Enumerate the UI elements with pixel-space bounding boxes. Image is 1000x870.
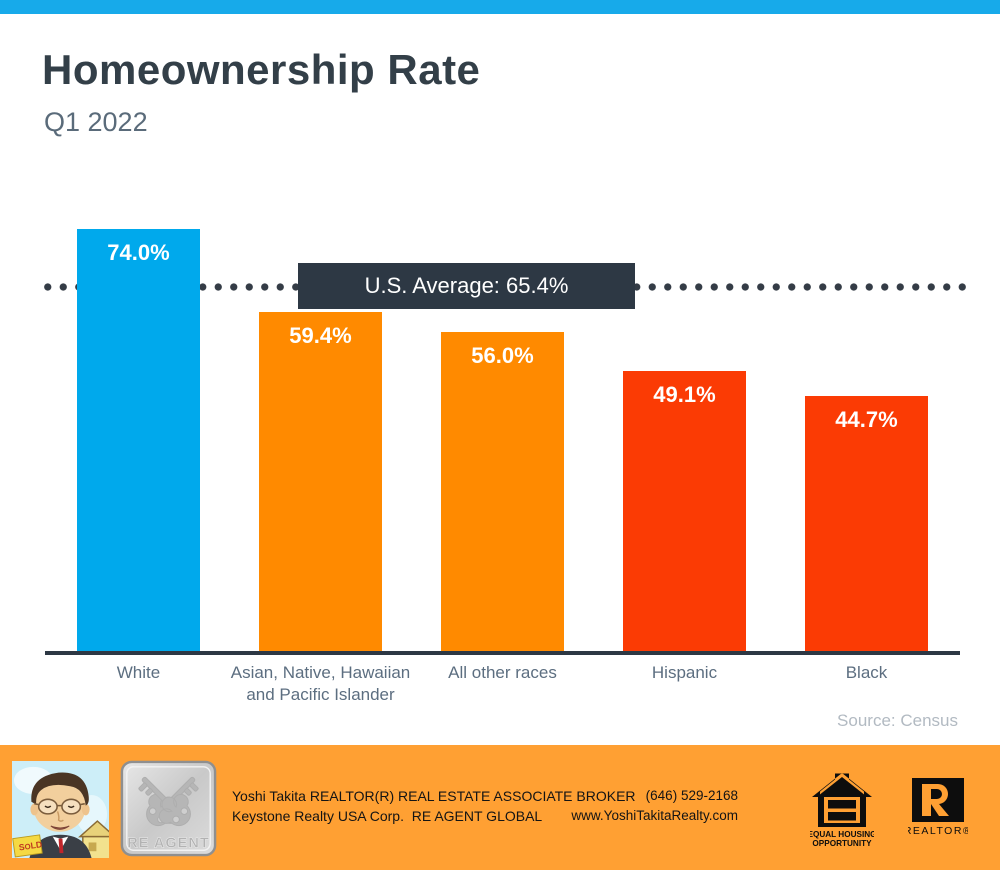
category-label: Black [845,663,888,682]
top-accent-bar [0,0,1000,14]
category-label: White [116,663,161,682]
category-label: All other races [448,663,557,682]
bar-value-label: 56.0% [471,343,534,368]
agent-phone: (646) 529-2168 [645,788,738,803]
page-title: Homeownership Rate [42,46,481,93]
re-agent-badge: RE AGENT [120,760,217,857]
page-subtitle: Q1 2022 [44,107,148,137]
bar-all-other-races: 56.0% [441,332,564,651]
category-label: Asian, Native, Hawaiian and Pacific Isla… [230,663,411,704]
agent-company-line: Keystone Realty USA Corp. RE AGENT GLOBA… [232,808,543,824]
bar-value-label: 74.0% [107,240,170,265]
svg-text:SOLD: SOLD [18,839,43,852]
eho-text-line2: OPPORTUNITY [812,839,872,848]
bar-asian-native-hawaiian-and-pacific-islander: 59.4% [259,312,382,651]
equal-housing-opportunity-logo: EQUAL HOUSING OPPORTUNITY [810,773,874,848]
realtor-text: REALTOR® [908,825,968,837]
agent-contact-text: (646) 529-2168 www.YoshiTakitaRealty.com [540,786,738,826]
bar-hispanic: 49.1% [623,371,746,651]
source-note: Source: Census [837,711,958,730]
x-axis-line [45,651,960,655]
agent-website: www.YoshiTakitaRealty.com [571,808,738,823]
agent-info-text: Yoshi Takita REALTOR(R) REAL ESTATE ASSO… [232,786,636,826]
bar-white: 74.0% [77,229,200,651]
category-label: Hispanic [651,663,718,682]
sold-sign: SOLD [12,834,43,858]
footer-banner: SOLD [0,745,1000,870]
us-average-label-box: U.S. Average: 65.4% [298,263,635,309]
bar-value-label: 44.7% [835,407,898,432]
house-icon [77,820,109,858]
bar-black: 44.7% [805,396,928,651]
realtor-logo: REALTOR® [908,778,968,837]
agent-caricature-image: SOLD [12,761,109,858]
agent-name-line: Yoshi Takita REALTOR(R) REAL ESTATE ASSO… [232,788,636,804]
bar-value-label: 49.1% [653,382,716,407]
badge-label: RE AGENT [127,835,209,851]
crossed-keys-icon [138,776,199,827]
eho-text-line1: EQUAL HOUSING [810,830,874,839]
bar-value-label: 59.4% [289,323,352,348]
